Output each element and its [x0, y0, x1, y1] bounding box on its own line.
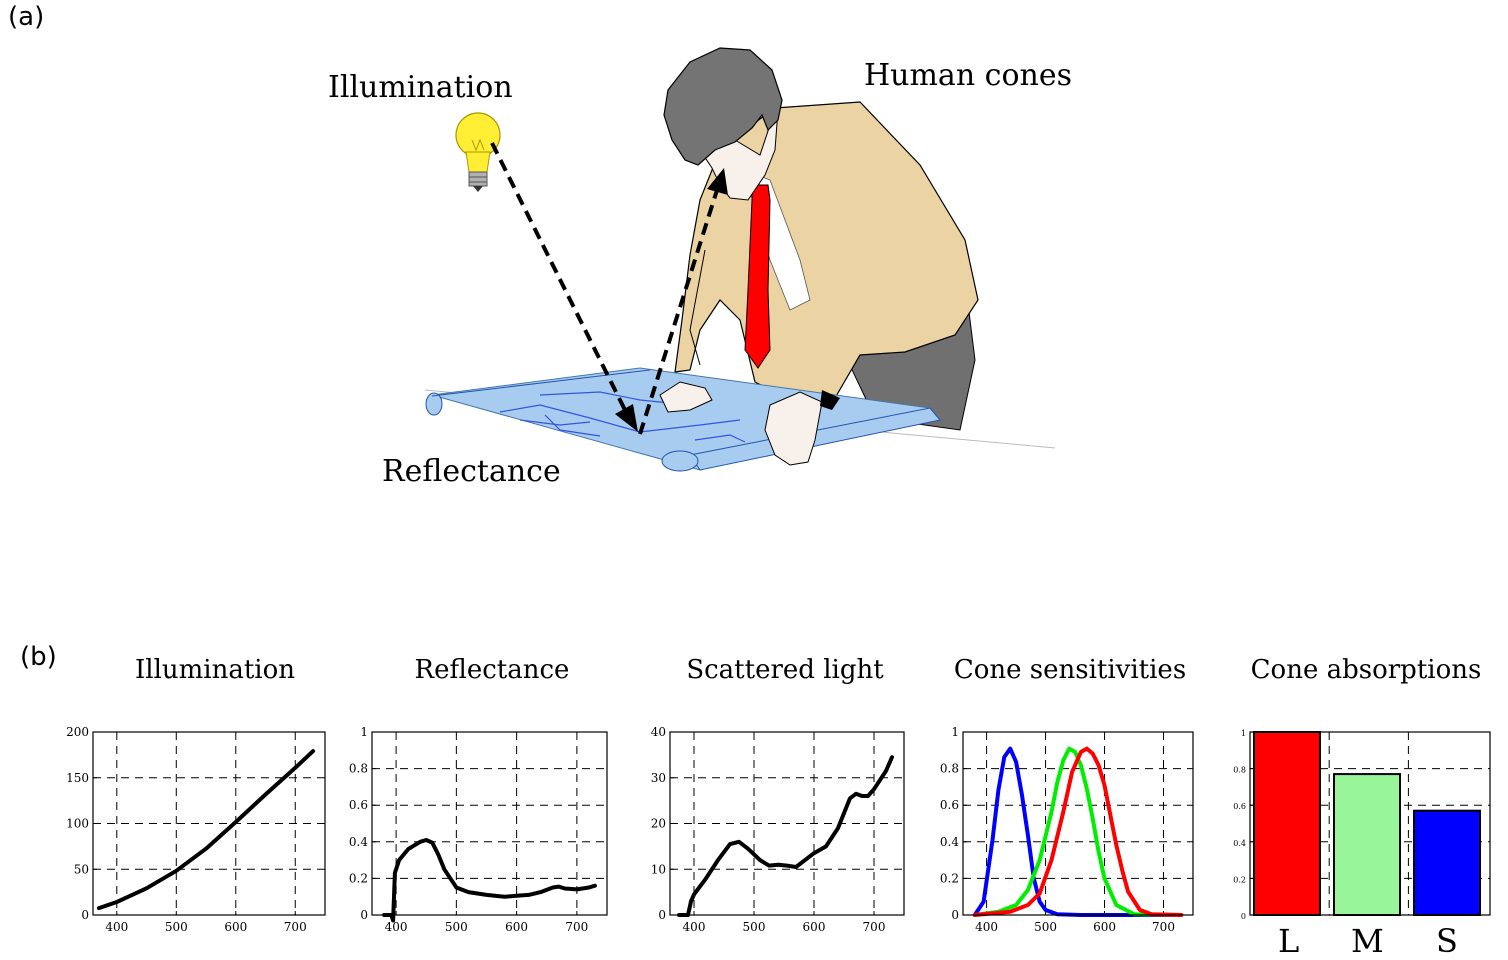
chart-2: 0 0.2 0.4 0.6 0.8 1 400 500 600 700: [349, 725, 608, 934]
y-tick-label: 0.8: [1233, 766, 1246, 775]
y-tick-label: 0: [360, 908, 368, 922]
y-tick-label: 1: [360, 725, 368, 739]
y-tick-label: 0.6: [940, 798, 959, 812]
chart-1: 0 50 100 150 200 400 500 600 700: [66, 725, 326, 934]
series-line-scattered-light: [677, 755, 894, 917]
x-tick-label: 600: [224, 920, 247, 934]
y-tick-label: 0.2: [1233, 875, 1246, 884]
series-line-reflectance: [382, 838, 597, 923]
y-tick-label: 40: [651, 725, 666, 739]
hair: [663, 47, 783, 166]
left-sleeve-edge: [689, 249, 706, 366]
y-tick-label: 0.8: [940, 762, 959, 776]
scattered-light-arrow: [638, 189, 719, 435]
x-tick-label: 500: [445, 920, 468, 934]
y-tick-label: 0: [658, 908, 666, 922]
plot-frame: [92, 731, 326, 916]
left-hand: [659, 381, 713, 413]
plot-frame: [669, 731, 905, 916]
bar-m: [1333, 773, 1401, 917]
title-illumination: Illumination: [134, 655, 296, 685]
blueprint-roll-front: [431, 369, 651, 397]
y-tick-label: 1: [1241, 729, 1246, 738]
x-tick-label: 400: [105, 920, 128, 934]
blueprint-roll-left: [425, 392, 443, 416]
x-tick-label: 600: [505, 920, 528, 934]
plot-frame: [1249, 731, 1491, 916]
light-bulb-icon: [455, 112, 501, 192]
y-tick-label: 10: [651, 862, 666, 876]
y-tick-label: 0.4: [349, 835, 368, 849]
chart-3: 0 10 20 30 40 400 500 600 700: [651, 725, 905, 934]
panel-b-tag: (b): [20, 642, 57, 672]
y-tick-label: 0.2: [349, 871, 368, 885]
cone-letter-l: L: [1278, 922, 1300, 960]
x-tick-label: 700: [565, 920, 588, 934]
x-tick-label: 500: [743, 920, 766, 934]
x-tick-label: 500: [165, 920, 188, 934]
right-hand: [764, 391, 823, 466]
scattered-arrowhead: [707, 168, 728, 195]
y-tick-label: 50: [74, 862, 89, 876]
panel-a-tag: (a): [8, 2, 45, 32]
y-tick-label: 0.6: [349, 798, 368, 812]
y-tick-label: 0: [1241, 912, 1246, 921]
right-cuff: [820, 390, 840, 410]
y-tick-label: 200: [66, 725, 89, 739]
x-tick-label: 600: [1093, 920, 1116, 934]
label-reflectance: Reflectance: [382, 454, 561, 489]
label-illumination: Illumination: [328, 70, 513, 105]
title-cone-absorptions: Cone absorptions: [1250, 655, 1482, 685]
plot-frame: [962, 731, 1194, 916]
cone-letter-m: M: [1351, 922, 1384, 960]
y-tick-label: 30: [651, 771, 666, 785]
y-tick-label: 0.4: [940, 835, 959, 849]
y-tick-label: 1: [951, 725, 959, 739]
y-tick-label: 0.8: [349, 762, 368, 776]
x-tick-label: 700: [1152, 920, 1175, 934]
title-cone-sensitivities: Cone sensitivities: [953, 655, 1187, 685]
series-line-illumination: [96, 749, 316, 911]
incident-arrowhead: [615, 404, 638, 432]
x-tick-label: 700: [863, 920, 886, 934]
y-tick-label: 150: [66, 771, 89, 785]
x-tick-label: 600: [803, 920, 826, 934]
y-tick-label: 0: [81, 908, 89, 922]
x-tick-label: 400: [975, 920, 998, 934]
plot-frame: [371, 731, 608, 916]
scene-illustration: [424, 47, 1056, 472]
x-tick-label: 500: [1034, 920, 1057, 934]
chart-5: 0 0.2 0.4 0.6 0.8 1: [1233, 729, 1491, 921]
y-tick-label: 0.4: [1233, 839, 1246, 848]
title-scattered-light: Scattered light: [686, 655, 884, 685]
incident-light-arrow: [490, 142, 627, 411]
blueprint-roll-end: [661, 450, 699, 472]
title-reflectance: Reflectance: [414, 655, 570, 685]
y-tick-label: 0: [951, 908, 959, 922]
x-tick-label: 400: [683, 920, 706, 934]
cone-letter-s: S: [1436, 922, 1458, 960]
tie: [744, 184, 771, 369]
y-tick-label: 100: [66, 817, 89, 831]
y-tick-label: 0.2: [940, 871, 959, 885]
series-line-s: [972, 746, 1184, 917]
label-human-cones: Human cones: [864, 58, 1073, 93]
y-tick-label: 0.6: [1233, 802, 1246, 811]
bar-l: [1253, 731, 1321, 916]
series-line-m: [972, 746, 1184, 917]
bar-s: [1413, 809, 1481, 916]
y-tick-label: 20: [651, 817, 666, 831]
chart-4: 0 0.2 0.4 0.6 0.8 1 400 500 600 700: [940, 725, 1194, 934]
x-tick-label: 400: [385, 920, 408, 934]
x-tick-label: 700: [284, 920, 307, 934]
series-line-l: [972, 746, 1184, 917]
